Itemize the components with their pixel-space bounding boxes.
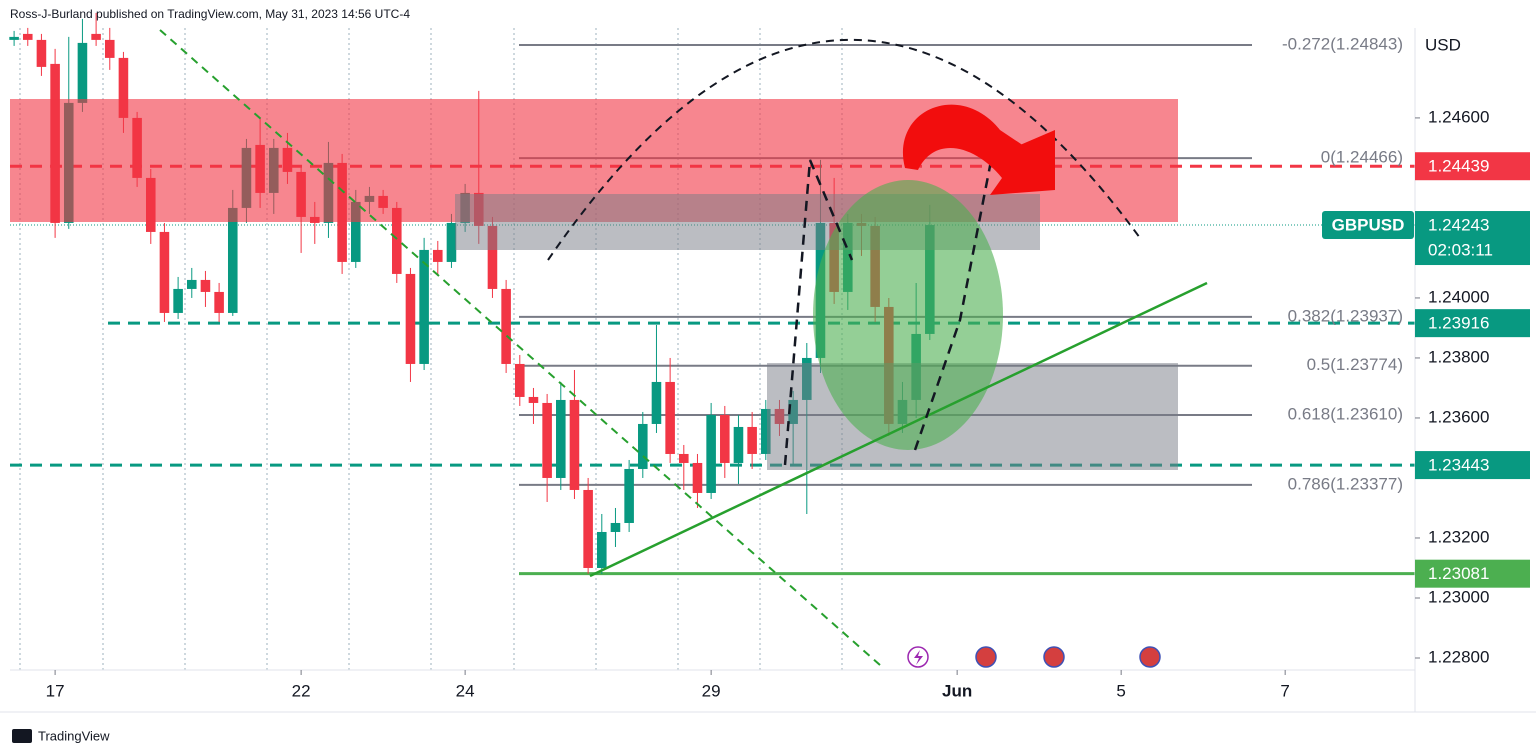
x-tick-label: 5 bbox=[1116, 681, 1125, 700]
x-tick-label: Jun bbox=[942, 681, 972, 700]
candle-body bbox=[679, 453, 689, 463]
candle-body bbox=[515, 363, 525, 397]
candle-body bbox=[173, 288, 183, 313]
brand-logo bbox=[12, 729, 32, 743]
candle-body bbox=[556, 399, 566, 478]
fib-label: 0(1.24466) bbox=[1321, 148, 1403, 167]
price-badge-label: 1.23081 bbox=[1428, 564, 1489, 583]
path-projection bbox=[783, 124, 1000, 466]
fib-label: -0.272(1.24843) bbox=[1282, 34, 1403, 53]
candle-body bbox=[761, 408, 771, 454]
y-tick-label: 1.24600 bbox=[1428, 107, 1489, 126]
candle-body bbox=[542, 402, 552, 478]
highlight-ellipse bbox=[813, 180, 1003, 450]
price-badge bbox=[1415, 152, 1530, 181]
candle-body bbox=[720, 414, 730, 463]
price-badge bbox=[1415, 451, 1530, 480]
up-trendline bbox=[589, 281, 1208, 578]
candle-body bbox=[9, 36, 19, 40]
last-price-label: 1.24243 bbox=[1428, 216, 1489, 235]
candle-body bbox=[569, 399, 580, 490]
x-tick-label: 22 bbox=[292, 681, 311, 700]
x-tick-label: 24 bbox=[456, 681, 475, 700]
candle-body bbox=[583, 489, 593, 568]
down-trendline bbox=[159, 29, 881, 666]
x-tick-label: 29 bbox=[702, 681, 721, 700]
price-badge-label: 1.23916 bbox=[1428, 314, 1489, 333]
event-icon bbox=[1139, 646, 1161, 668]
y-tick-label: 1.23600 bbox=[1428, 407, 1489, 426]
candle-body bbox=[159, 231, 170, 313]
candle-body bbox=[665, 381, 675, 454]
last-price-badge bbox=[1415, 211, 1530, 266]
price-badge bbox=[1415, 559, 1530, 588]
x-tick-label: 7 bbox=[1280, 681, 1289, 700]
countdown-label: 02:03:11 bbox=[1428, 241, 1493, 260]
x-tick-label: 17 bbox=[46, 681, 65, 700]
candle-body bbox=[392, 207, 402, 274]
byline: Ross-J-Burland published on TradingView.… bbox=[10, 7, 410, 21]
candle-body bbox=[405, 273, 416, 364]
fib-label: 0.5(1.23774) bbox=[1307, 355, 1403, 374]
drawings bbox=[10, 29, 1208, 668]
curved-arrow bbox=[902, 104, 1055, 195]
symbol-badge bbox=[1322, 211, 1414, 240]
candle-body bbox=[186, 279, 197, 289]
y-tick-label: 1.23000 bbox=[1428, 587, 1489, 606]
candle-body bbox=[36, 39, 47, 67]
fib-label: 0.382(1.23937) bbox=[1288, 306, 1403, 325]
candle-body bbox=[487, 225, 498, 289]
symbol-label: GBPUSD bbox=[1332, 216, 1405, 235]
candle-body bbox=[104, 39, 115, 58]
y-tick-label: 1.23800 bbox=[1428, 347, 1489, 366]
event-icon bbox=[1043, 646, 1065, 668]
fib-label: 0.618(1.23610) bbox=[1288, 404, 1403, 423]
candle-body bbox=[227, 207, 238, 313]
price-badge-label: 1.23443 bbox=[1428, 456, 1489, 475]
y-tick-label: 1.23200 bbox=[1428, 527, 1489, 546]
axes: 1.24600 1.24000 1.23800 1.23600 1.23200 1.230… bbox=[46, 34, 1530, 700]
candle-body bbox=[91, 33, 101, 40]
candle-body bbox=[747, 426, 757, 454]
y-tick-label: 1.22800 bbox=[1428, 647, 1489, 666]
currency-label: USD bbox=[1425, 35, 1461, 54]
fib-label: 0.786(1.23377) bbox=[1288, 474, 1403, 493]
candle-body bbox=[446, 222, 457, 262]
event-icon bbox=[914, 650, 923, 665]
candle-body bbox=[433, 249, 443, 262]
candle-body bbox=[350, 201, 361, 262]
brand: TradingView bbox=[38, 728, 110, 743]
candle-body bbox=[692, 462, 703, 493]
candle-body bbox=[610, 522, 621, 532]
candle-body bbox=[651, 381, 662, 424]
y-tick-label: 1.24000 bbox=[1428, 287, 1489, 306]
candle-body bbox=[501, 288, 511, 364]
candle-body bbox=[733, 426, 744, 463]
candle-body bbox=[22, 33, 33, 40]
candle-body bbox=[528, 396, 539, 403]
candle-body bbox=[706, 414, 716, 493]
candle-body bbox=[200, 279, 211, 292]
price-badge-label: 1.24439 bbox=[1428, 157, 1489, 176]
candle-body bbox=[77, 42, 88, 103]
candle-body bbox=[638, 423, 648, 469]
price-badge bbox=[1415, 309, 1530, 338]
event-icon bbox=[975, 646, 997, 668]
candle-body bbox=[118, 57, 129, 118]
candle-body bbox=[597, 531, 607, 568]
candle-body bbox=[419, 249, 429, 364]
candle-body bbox=[624, 468, 634, 523]
candle-body bbox=[214, 291, 224, 313]
